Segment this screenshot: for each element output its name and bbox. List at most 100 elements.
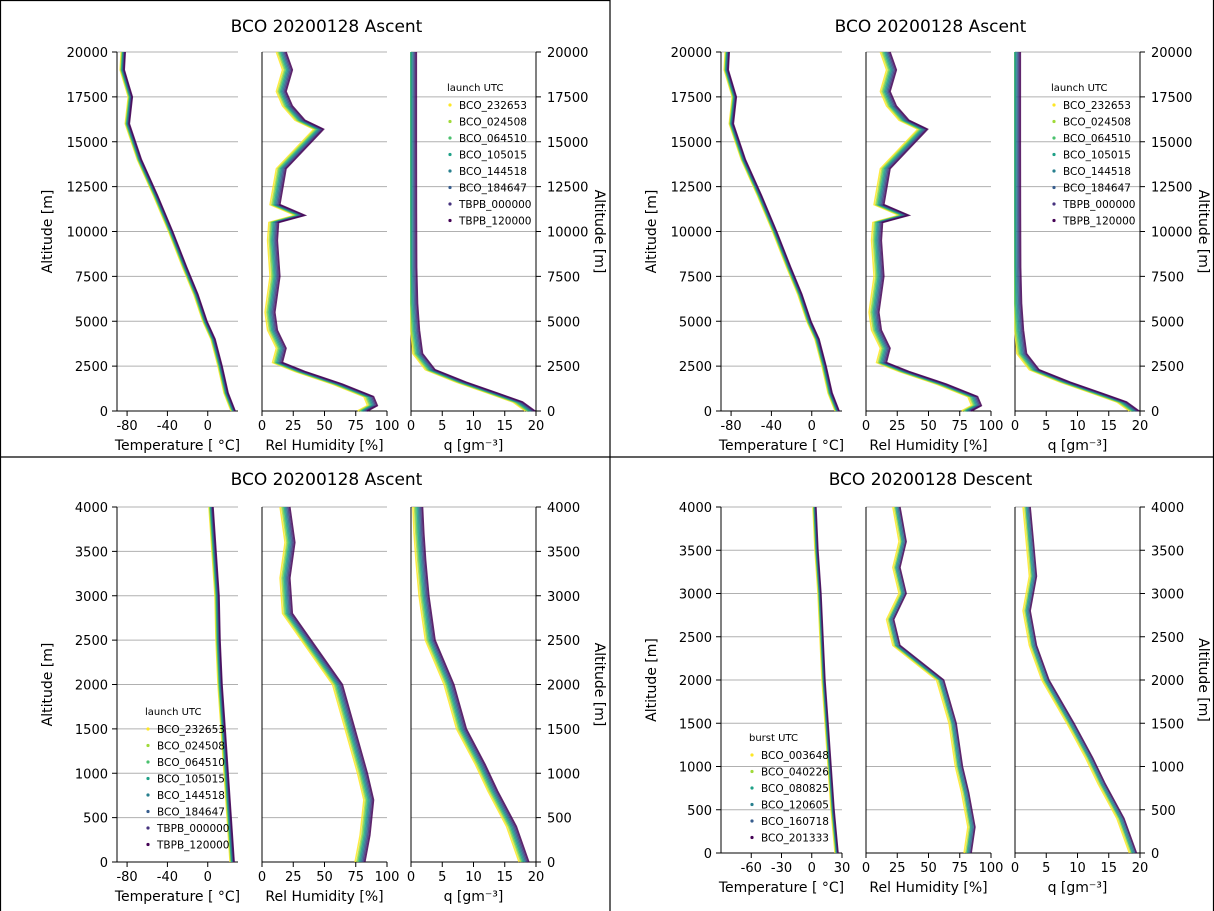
y-axis-label-left: Altitude [m] — [40, 643, 56, 727]
x-tick-label: -80 — [720, 419, 741, 434]
subplot-temperature: -60 -30 0 30 Temperature [ °C] — [716, 506, 851, 896]
chart-title: BCO 20200128 Ascent — [231, 470, 423, 490]
legend-marker — [1052, 152, 1056, 157]
legend-entry: BCO_184647 — [459, 183, 527, 195]
y-tick-label-left: 3500 — [679, 544, 712, 559]
legend-title: launch UTC — [145, 707, 201, 718]
y-tick-label-right: 1500 — [1151, 717, 1184, 732]
x-tick-label: 75 — [951, 419, 968, 434]
legend-marker — [750, 753, 754, 757]
y-tick-label-left: 15000 — [67, 136, 108, 151]
chart-quadrant-2: BCO 20200128 Ascent Altitude [m] Altitude … — [644, 17, 1211, 454]
subplot-humidity: 0 25 50 75 100 Rel Humidity [%] — [258, 51, 400, 454]
y-axis-label-right: Altitude [m] — [591, 190, 607, 274]
legend-marker — [146, 727, 150, 731]
x-tick-label: 100 — [375, 419, 400, 434]
x-tick-label: 25 — [285, 419, 302, 434]
y-tick-label-left: 15000 — [671, 136, 712, 151]
legend-marker — [1052, 169, 1056, 173]
legend-entry: BCO_144518 — [459, 166, 527, 178]
y-tick-label-left: 2500 — [679, 360, 712, 375]
x-tick-label: 15 — [496, 870, 513, 885]
y-tick-label-left: 3500 — [75, 545, 108, 560]
legend-marker — [750, 819, 754, 823]
x-tick-label: -80 — [116, 870, 137, 885]
x-tick-label: 10 — [1069, 419, 1086, 434]
legend-entry: BCO_040226 — [761, 767, 829, 779]
x-tick-label: 100 — [375, 870, 400, 885]
legend-marker — [1052, 136, 1056, 140]
x-tick-label: 5 — [1042, 419, 1050, 434]
x-axis-label: Rel Humidity [%] — [869, 438, 987, 454]
y-tick-label-right: 12500 — [1151, 181, 1192, 196]
x-tick-label: -30 — [771, 861, 792, 876]
legend-entry: BCO_120605 — [761, 800, 829, 812]
x-tick-label: -40 — [761, 419, 782, 434]
x-tick-label: 75 — [347, 870, 364, 885]
legend-marker — [1052, 218, 1056, 223]
series-line-5 — [891, 506, 975, 854]
figure-quadrants: BCO 20200128 Ascent Altitude [m] Altitude … — [40, 17, 1211, 905]
series-line-2 — [413, 506, 522, 863]
y-tick-label-left: 20000 — [671, 46, 712, 61]
y-tick-label-left: 7500 — [75, 270, 108, 285]
x-tick-label: 50 — [920, 419, 937, 434]
series-line-6 — [419, 506, 527, 863]
series-line-1 — [885, 506, 969, 854]
y-tick-label-right: 5000 — [1151, 315, 1184, 330]
subplot-temperature: -80 -40 0 Temperature [ °C] — [112, 506, 240, 905]
y-tick-label-left: 0 — [704, 405, 712, 420]
x-axis-label: Temperature [ °C] — [114, 889, 240, 905]
y-tick-label-right: 3500 — [1151, 544, 1184, 559]
y-tick-label-left: 1500 — [75, 723, 108, 738]
x-tick-label: 0 — [1011, 861, 1019, 876]
x-tick-label: 30 — [834, 861, 851, 876]
series-line-8 — [288, 506, 375, 863]
y-tick-label-right: 0 — [1151, 847, 1159, 862]
legend-entry: BCO_232653 — [1063, 100, 1131, 112]
legend: launch UTC BCO_232653 BCO_024508 BCO_064510… — [447, 83, 532, 228]
x-tick-label: 0 — [204, 419, 212, 434]
legend-marker — [448, 169, 452, 173]
y-tick-label-left: 17500 — [67, 91, 108, 106]
y-tick-label-left: 12500 — [671, 181, 712, 196]
y-tick-label-right: 1500 — [547, 723, 580, 738]
series-line-8 — [273, 51, 379, 412]
x-axis-label: q [gm⁻³] — [1048, 880, 1108, 896]
y-tick-label-right: 3000 — [547, 590, 580, 605]
y-axis-label-left: Altitude [m] — [644, 638, 660, 722]
legend-marker — [146, 826, 150, 830]
y-tick-label-left: 4000 — [75, 501, 108, 516]
legend-entry: BCO_184647 — [1063, 183, 1131, 195]
y-tick-label-right: 10000 — [547, 226, 588, 241]
subplot-humidity: 0 25 50 75 100 Rel Humidity [%] — [862, 51, 1003, 454]
y-tick-label-right: 3500 — [547, 545, 580, 560]
series-line-4 — [890, 506, 974, 854]
x-tick-label: -80 — [116, 419, 137, 434]
y-tick-label-left: 1000 — [679, 761, 712, 776]
legend-marker — [146, 842, 150, 847]
y-tick-label-left: 1500 — [679, 717, 712, 732]
series-line-4 — [283, 506, 370, 863]
legend-entry: BCO_080825 — [761, 783, 829, 795]
x-tick-label: 0 — [204, 870, 212, 885]
x-axis-label: Rel Humidity [%] — [265, 889, 383, 905]
y-tick-label-right: 1000 — [547, 767, 580, 782]
x-axis-label: q [gm⁻³] — [444, 438, 504, 454]
legend-entry: TBPB_000000 — [1062, 199, 1136, 211]
x-tick-label: 0 — [862, 861, 870, 876]
y-tick-label-right: 500 — [547, 812, 572, 827]
x-axis-label: Rel Humidity [%] — [869, 880, 987, 896]
legend-marker — [448, 119, 452, 124]
legend-entry: TBPB_120000 — [156, 840, 230, 852]
y-tick-label-right: 0 — [547, 856, 555, 871]
y-tick-label-right: 4000 — [547, 501, 580, 516]
series-line-6 — [1029, 506, 1138, 854]
y-tick-label-left: 10000 — [67, 226, 108, 241]
x-tick-label: 0 — [1011, 419, 1019, 434]
x-tick-label: 0 — [258, 870, 266, 885]
series-line-6 — [815, 506, 839, 854]
y-tick-label-right: 2500 — [547, 634, 580, 649]
x-tick-label: 15 — [1100, 861, 1117, 876]
x-tick-label: 5 — [438, 870, 446, 885]
